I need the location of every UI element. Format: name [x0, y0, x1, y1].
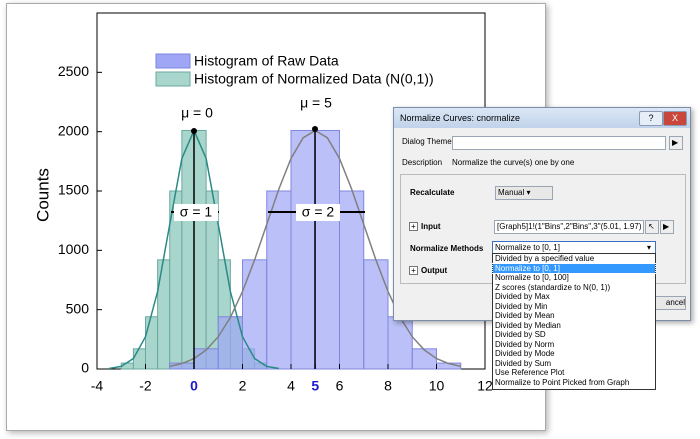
dropdown-value: Manual	[498, 188, 525, 197]
dropdown-option[interactable]: Normalize to [0, 1]	[492, 262, 656, 274]
x-tick-label: 5	[311, 378, 319, 394]
dropdown-option[interactable]: Divided by Sum	[495, 358, 552, 368]
x-tick-label: 10	[429, 378, 445, 394]
x-tick-label: -2	[139, 378, 152, 394]
dropdown-option[interactable]: Divided by Max	[495, 292, 550, 301]
peak-dot	[191, 128, 197, 134]
x-tick-label: 6	[336, 378, 344, 394]
annotation: σ = 2	[302, 204, 335, 220]
select-button[interactable]: ↖	[645, 220, 659, 234]
dropdown-option[interactable]: Normalize to [0, 100]	[495, 273, 569, 282]
histogram-bar	[314, 129, 340, 370]
histogram-bar	[193, 129, 207, 370]
y-tick-label: 500	[66, 300, 90, 316]
dropdown-option[interactable]: Z scores (standardize to N(0, 1))	[495, 282, 611, 292]
legend-label: Histogram of Normalized Data (N(0,1))	[194, 71, 434, 87]
menu-button[interactable]: ▶	[660, 220, 674, 234]
theme-box[interactable]	[452, 136, 666, 150]
label: Output	[421, 266, 448, 275]
x-tick-label: 4	[287, 378, 295, 394]
histogram-bar	[242, 259, 268, 370]
y-tick-label: 2500	[58, 63, 89, 79]
x-tick-label: -4	[91, 378, 104, 394]
histogram-bar	[339, 190, 365, 370]
help-button[interactable]: ?	[639, 111, 663, 126]
dropdown-value: Normalize to [0, 1]	[495, 243, 560, 252]
histogram-bar	[217, 316, 243, 370]
histogram-bar	[157, 259, 171, 370]
histogram-bar	[181, 129, 195, 370]
annotation: μ = 0	[181, 105, 213, 121]
dropdown-list: Divided by a specified value Normalize to…	[492, 253, 656, 390]
dropdown-option[interactable]: Divided by Norm	[495, 339, 555, 349]
annotation-box	[296, 204, 340, 221]
y-tick-label: 1000	[58, 241, 89, 257]
label: Recalculate	[410, 188, 455, 197]
x-tick-label: 12	[477, 378, 493, 394]
input-box[interactable]: [Graph5]1!(1"Bins",2"Bins",3"(5.01, 1.97…	[494, 220, 644, 234]
label: Normalize Methods	[410, 244, 484, 253]
x-tick-label: 8	[384, 378, 392, 394]
annotation: μ = 5	[300, 95, 332, 111]
dropdown-option[interactable]: Divided by Mean	[495, 311, 555, 320]
legend-swatch	[155, 71, 191, 87]
dropdown-option[interactable]: Divided by Mode	[495, 349, 555, 358]
theme-button[interactable]: ▶	[669, 136, 683, 150]
recalculate-dropdown[interactable]: Manual ▾	[495, 186, 553, 200]
description: Normalize the curve(s) one by one	[452, 158, 575, 167]
histogram-bar	[145, 316, 159, 370]
dialog-title: Normalize Curves: cnormalize	[400, 113, 521, 123]
histogram-bar	[290, 129, 316, 370]
y-axis-label: Counts	[33, 168, 52, 222]
histogram-bar	[363, 259, 389, 370]
histogram-bar	[411, 348, 437, 370]
expand-button[interactable]: +	[409, 266, 418, 275]
close-button[interactable]: X	[663, 111, 687, 126]
legend-label: Histogram of Raw Data	[194, 53, 339, 69]
dropdown-option[interactable]: Divided by a specified value	[495, 254, 595, 263]
dropdown-option[interactable]: Divided by SD	[495, 330, 546, 339]
y-tick-label: 2000	[58, 122, 89, 138]
y-tick-label: 1500	[58, 182, 89, 198]
dropdown-option[interactable]: Normalize to Point Picked from Graph	[495, 377, 630, 387]
plot-area	[96, 12, 486, 370]
x-tick-label: 0	[190, 378, 198, 394]
histogram-bar	[387, 316, 413, 370]
dropdown-option[interactable]: Use Reference Plot	[495, 368, 565, 377]
title-bar: Normalize Curves: cnormalize ? X	[394, 108, 690, 128]
x-tick-label: 2	[239, 378, 247, 394]
peak-dot	[312, 126, 318, 132]
histogram-bar	[132, 348, 146, 370]
label: Input	[421, 222, 441, 231]
histogram-bar	[266, 190, 292, 370]
dropdown-option[interactable]: Divided by Median	[495, 320, 561, 330]
legend-swatch	[155, 53, 191, 69]
annotation-box	[174, 204, 218, 221]
label: Dialog Theme	[402, 137, 452, 146]
label: Description	[402, 158, 443, 167]
histogram-bar	[193, 348, 219, 370]
dropdown-option[interactable]: Divided by Min	[495, 301, 548, 311]
cancel-button[interactable]: ancel	[652, 296, 686, 310]
y-tick-label: 0	[81, 360, 89, 376]
annotation: σ = 1	[180, 204, 213, 220]
expand-button[interactable]: +	[409, 222, 418, 231]
